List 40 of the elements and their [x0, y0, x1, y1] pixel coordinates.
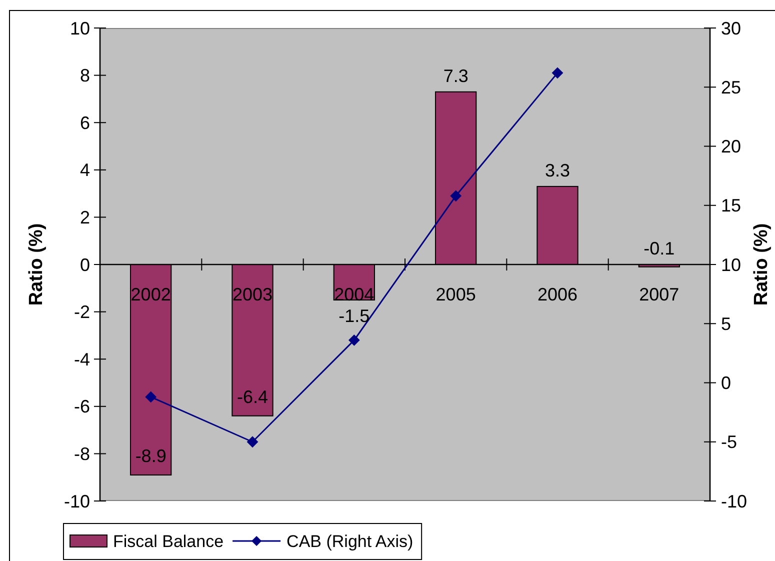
legend-label: Fiscal Balance: [113, 532, 224, 551]
y-tick-label: -4: [74, 349, 90, 370]
data-label: 7.3: [443, 66, 468, 86]
y-tick-label: -8: [74, 444, 90, 464]
y2-tick-label: -10: [721, 491, 748, 512]
y-tick-label: 8: [80, 66, 90, 86]
x-tick-label: 2006: [537, 284, 578, 304]
y-tick-label: 2: [80, 208, 90, 228]
point: [450, 190, 462, 202]
x-tick-label: 2003: [232, 284, 273, 304]
data-label: -8.9: [135, 446, 166, 466]
y-tick-label: -2: [74, 302, 90, 322]
point: [247, 436, 258, 448]
data-label: 3.3: [544, 160, 570, 180]
point: [145, 391, 156, 402]
y2-axis-title: Ratio (%): [751, 223, 772, 306]
y2-tick-label: 25: [721, 77, 742, 98]
y-axis-title: Ratio (%): [26, 223, 47, 306]
legend-label: CAB (Right Axis): [286, 532, 414, 551]
data-label: -6.4: [236, 386, 268, 407]
y2-tick-label: 5: [721, 314, 732, 334]
point: [348, 334, 360, 346]
y-tick-label: -6: [74, 396, 90, 417]
y2-tick-label: 20: [721, 136, 742, 157]
y2-tick-label: -5: [721, 432, 738, 452]
y-tick-label: 10: [70, 18, 90, 38]
data-label: -1.5: [338, 306, 370, 326]
x-tick-label: 2002: [130, 284, 171, 304]
y2-tick-label: 30: [721, 18, 742, 38]
y-tick-label: 6: [80, 112, 90, 133]
x-tick-label: 2005: [436, 284, 476, 304]
y-tick-label: 4: [80, 160, 90, 180]
y2-tick-label: 15: [721, 196, 742, 216]
x-tick-label: 2007: [639, 284, 680, 304]
data-label: -0.1: [644, 238, 675, 258]
y-tick-label: -10: [64, 491, 90, 512]
y2-tick-label: 0: [721, 373, 732, 394]
y-tick-label: 0: [80, 254, 90, 275]
y2-tick-label: 10: [721, 254, 742, 275]
point: [552, 67, 563, 78]
